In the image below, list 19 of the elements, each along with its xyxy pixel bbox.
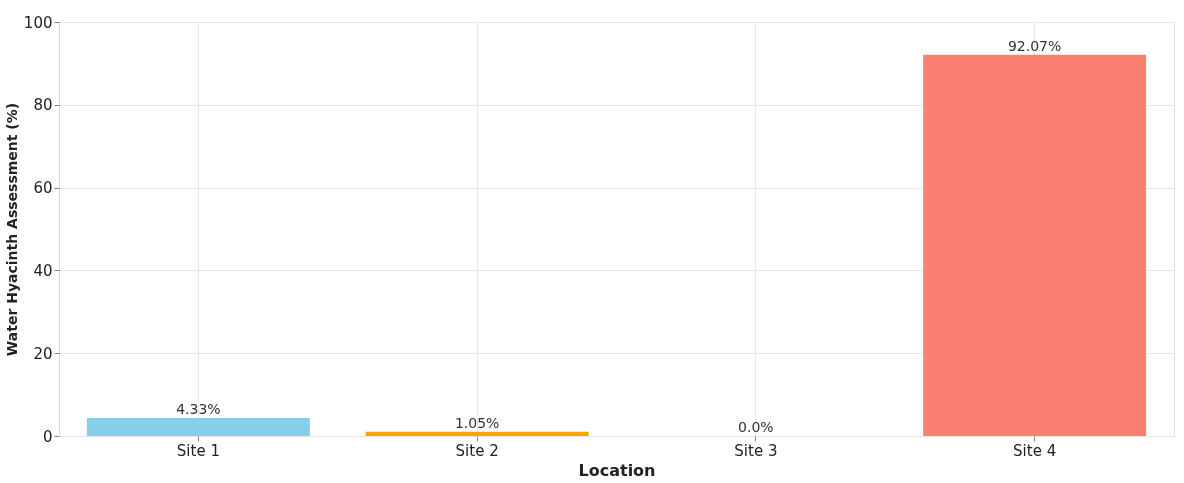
bar	[86, 418, 310, 436]
x-tick-label: Site 2	[455, 441, 499, 460]
data-label: 0.0%	[738, 419, 774, 435]
x-tick-label: Site 1	[176, 441, 220, 460]
y-tick-label: 40	[33, 261, 53, 280]
y-axis-title: Water Hyacinth Assessment (%)	[3, 102, 20, 357]
data-label: 1.05%	[454, 414, 500, 431]
y-tick-label: 100	[23, 13, 53, 32]
x-axis-title: Location	[578, 460, 656, 480]
y-tick-label: 60	[33, 179, 53, 198]
data-label: 4.33%	[176, 401, 221, 418]
x-tick-label: Site 4	[1013, 441, 1057, 460]
y-tick-label: 0	[42, 427, 53, 446]
data-label: 92.07%	[1007, 37, 1062, 54]
x-tick-label: Site 3	[734, 441, 778, 460]
y-tick-label: 80	[33, 96, 53, 115]
bar	[365, 431, 589, 436]
y-tick-label: 20	[33, 344, 53, 363]
bar	[923, 54, 1147, 436]
